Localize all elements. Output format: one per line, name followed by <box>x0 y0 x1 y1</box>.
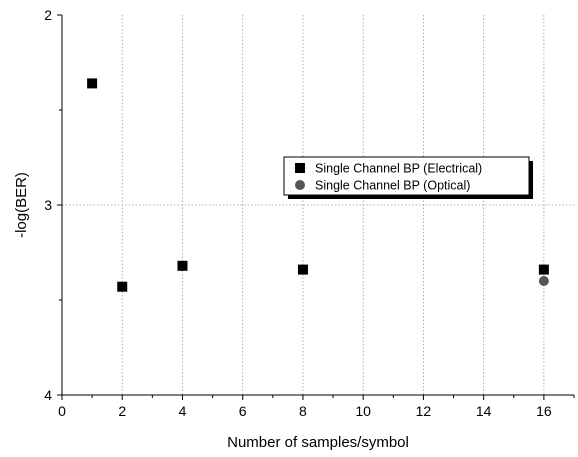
x-tick-label: 2 <box>118 403 126 419</box>
y-tick-label: 4 <box>44 387 52 403</box>
legend-label: Single Channel BP (Optical) <box>315 179 470 193</box>
data-point <box>87 78 98 89</box>
data-point <box>538 264 549 275</box>
x-tick-label: 4 <box>179 403 187 419</box>
x-tick-label: 12 <box>416 403 432 419</box>
data-point <box>117 281 128 292</box>
x-tick-label: 14 <box>476 403 492 419</box>
series-2 <box>538 276 549 286</box>
y-axis-title: -log(BER) <box>13 172 30 238</box>
x-tick-label: 8 <box>299 403 307 419</box>
y-tick-label: 2 <box>44 7 52 23</box>
legend-items: Single Channel BP (Electrical) Single Cha… <box>295 162 482 193</box>
series-1 <box>87 78 549 292</box>
x-tick-label: 6 <box>239 403 247 419</box>
x-axis-title: Number of samples/symbol <box>227 434 409 451</box>
x-tick-label: 0 <box>58 403 66 419</box>
legend: Single Channel BP (Electrical) Single Cha… <box>283 156 533 199</box>
x-tick-label: 10 <box>355 403 371 419</box>
y-tick-label: 3 <box>44 197 52 213</box>
legend-box <box>283 156 530 196</box>
data-point <box>177 260 188 271</box>
grid-lines <box>62 15 574 395</box>
data-point <box>538 276 549 286</box>
y-axis-ticks: 2 3 4 <box>44 7 62 403</box>
data-points <box>87 78 549 292</box>
x-tick-label: 16 <box>536 403 552 419</box>
legend-marker <box>295 180 305 190</box>
legend-marker <box>295 163 305 173</box>
x-axis-ticks: 0 2 4 6 8 10 12 14 16 <box>58 395 575 419</box>
data-point <box>297 264 308 275</box>
legend-label: Single Channel BP (Electrical) <box>315 162 482 176</box>
